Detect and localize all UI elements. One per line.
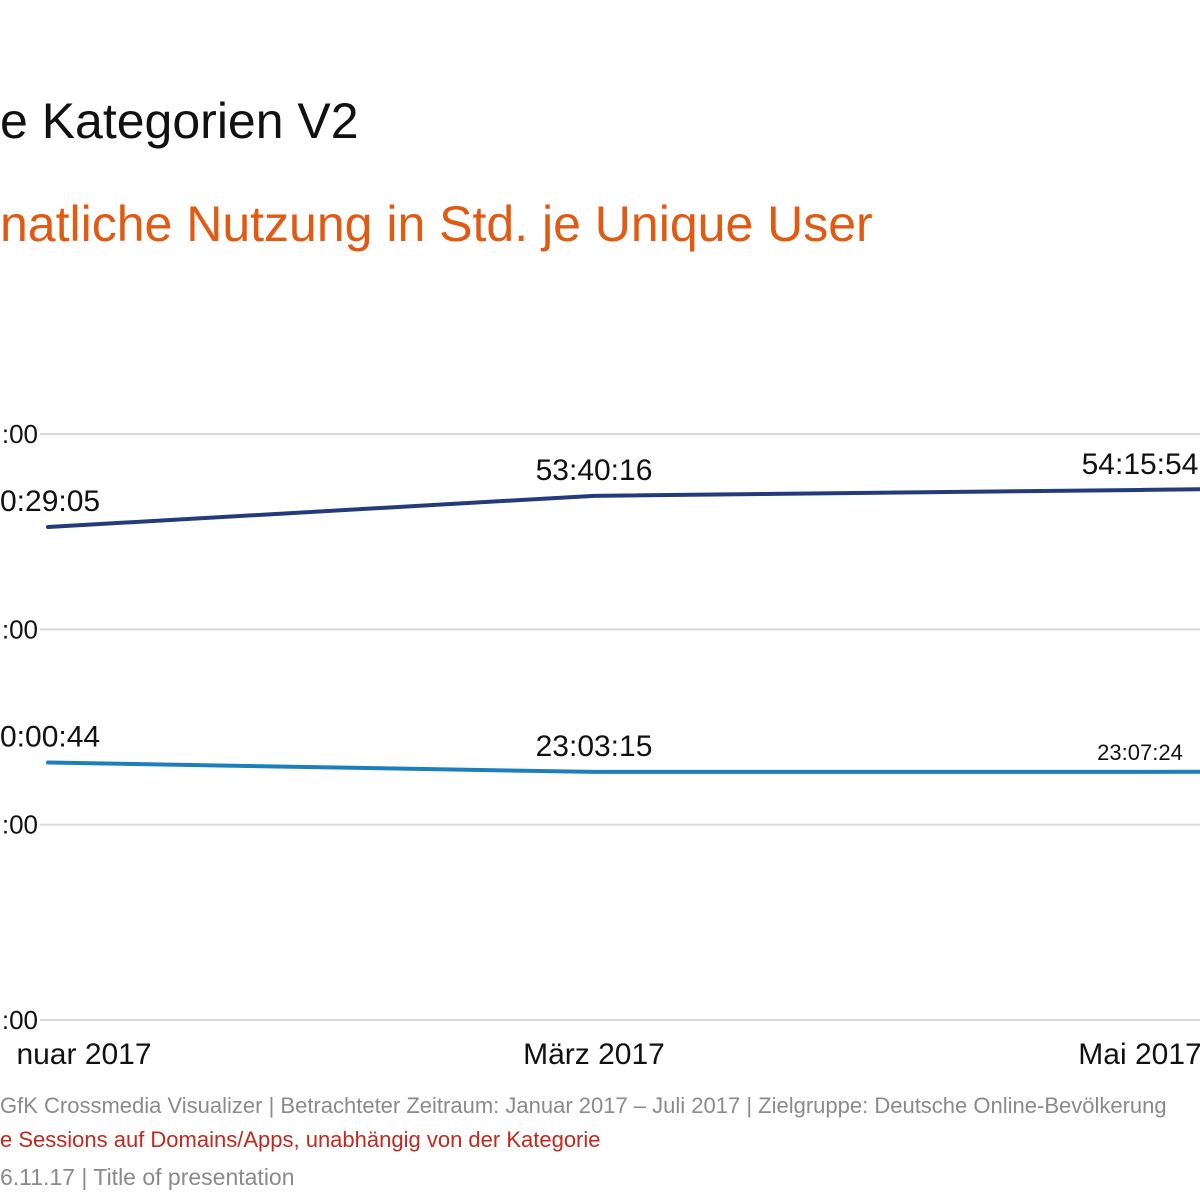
y-tick-label-2: :00 xyxy=(2,614,38,644)
y-tick-label-3: :00 xyxy=(2,419,38,449)
page-subtitle: natliche Nutzung in Std. je Unique User xyxy=(0,196,873,252)
y-tick-label-1: :00 xyxy=(2,810,38,840)
source-note: GfK Crossmedia Visualizer | Betrachteter… xyxy=(0,1093,1167,1118)
y-tick-label-0: :00 xyxy=(2,1005,38,1035)
series-line-0 xyxy=(46,487,1200,529)
page-title: e Kategorien V2 xyxy=(0,93,359,149)
y-axis-ticks: :00 :00 :00 :00 xyxy=(2,419,38,1035)
footnote: e Sessions auf Domains/Apps, unabhängig … xyxy=(0,1127,601,1152)
data-label-s0-p0: 0:29:05 xyxy=(0,485,100,518)
data-label-s1-p4: 23:07:24 xyxy=(1097,740,1183,765)
series-line-1 xyxy=(46,760,1200,774)
data-label-s0-p4: 54:15:54 xyxy=(1082,448,1199,481)
x-axis-ticks: nuar 2017 März 2017 Mai 2017 xyxy=(16,1038,1200,1070)
data-label-s0-p2: 53:40:16 xyxy=(536,454,653,487)
series-lines xyxy=(46,487,1200,774)
data-label-s1-p2: 23:03:15 xyxy=(536,730,653,763)
x-tick-label-4: Mai 2017 xyxy=(1078,1038,1200,1070)
gridlines xyxy=(40,433,1200,1021)
x-tick-label-2: März 2017 xyxy=(523,1038,665,1070)
date-footer: 6.11.17 | Title of presentation xyxy=(0,1164,295,1190)
data-labels: 0:29:05 53:40:16 54:15:54 0:00:44 23:03:15 23… xyxy=(0,448,1198,765)
data-label-s1-p0: 0:00:44 xyxy=(0,721,100,754)
x-tick-label-0: nuar 2017 xyxy=(16,1038,151,1070)
line-chart: :00:00:00:00 nuar 2017 März 2017 Mai 2017 … xyxy=(0,419,1200,1070)
